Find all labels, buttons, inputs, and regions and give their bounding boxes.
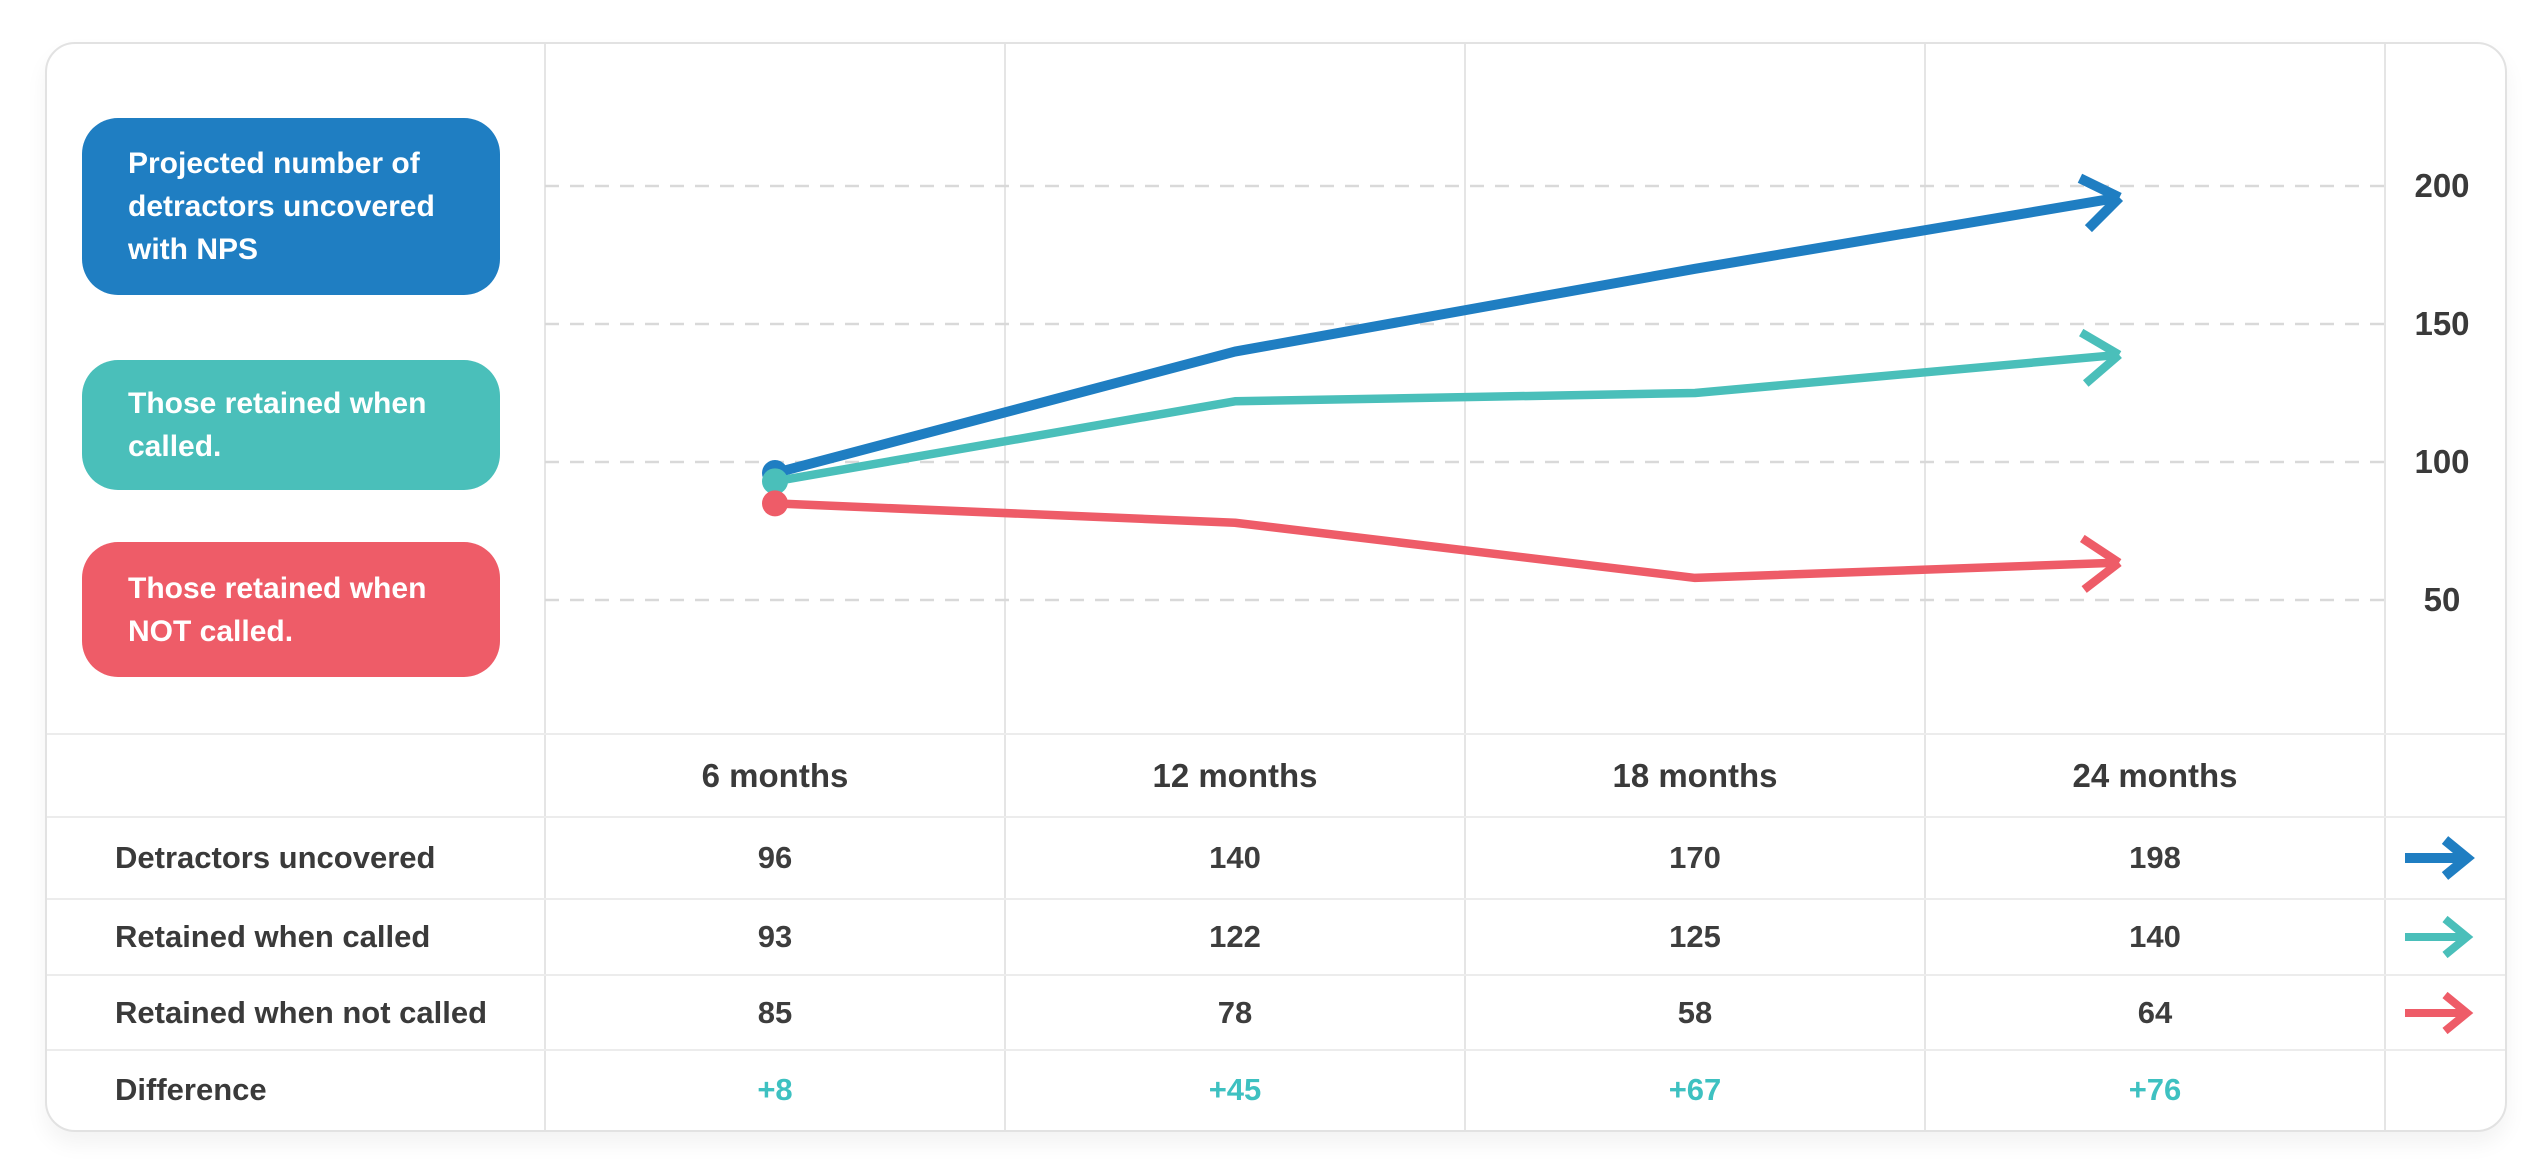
data-table: 6 months 12 months 18 months 24 months D… <box>47 734 2505 1130</box>
legend-box-detractors: Projected number of detractors uncovered… <box>82 118 500 295</box>
chart-series-start-dot <box>762 490 788 517</box>
legend-text-line: Those retained when <box>128 571 427 605</box>
chart-series-arrowhead <box>2077 173 2122 202</box>
row-label-detractors-uncovered: Detractors uncovered <box>115 840 436 875</box>
trend-arrow-cell <box>2385 991 2505 1035</box>
legend-text-line: NOT called. <box>128 614 294 648</box>
chart-series-arrowhead <box>2079 328 2122 359</box>
table-value: 140 <box>1209 840 1261 875</box>
column-header-12-months: 12 months <box>1152 756 1318 794</box>
table-value: 58 <box>1677 994 1713 1030</box>
trend-arrow-cell <box>2385 836 2505 880</box>
table-value: 198 <box>2129 840 2181 875</box>
table-value: 170 <box>1669 840 1721 875</box>
trend-arrow-cell <box>2385 915 2505 959</box>
legend-text-line: Those retained when <box>128 387 427 420</box>
chart-series-arrowhead <box>2084 193 2124 233</box>
teal-right-arrow-icon <box>2405 915 2474 959</box>
chart-series-line-1 <box>773 192 2121 478</box>
table-value: 96 <box>757 840 793 875</box>
legend-text-line: called. <box>128 430 222 463</box>
chart-series-line-3 <box>774 499 2120 583</box>
line-chart <box>47 44 2505 1130</box>
column-header-24-months: 24 months <box>2072 756 2238 794</box>
table-value: 78 <box>1217 994 1253 1030</box>
table-value: 64 <box>2137 994 2173 1030</box>
difference-value: +67 <box>1668 1072 1722 1107</box>
chart-card: Projected number of detractors uncovered… <box>45 42 2507 1132</box>
legend-text-line: detractors uncovered <box>128 190 435 223</box>
difference-value: +8 <box>757 1072 793 1107</box>
chart-series-arrowhead <box>2079 534 2122 567</box>
y-axis-tick-label: 200 <box>2414 167 2470 204</box>
red-right-arrow-icon <box>2405 991 2474 1034</box>
legend-box-retained-called: Those retained when called. <box>82 360 500 490</box>
table-value: 140 <box>2129 919 2181 954</box>
legend-text-line: with NPS <box>128 233 259 266</box>
table-value: 125 <box>1669 919 1721 954</box>
chart-series-start-dot <box>762 468 788 495</box>
chart-series-arrowhead <box>2081 559 2122 593</box>
difference-value: +76 <box>2128 1072 2182 1107</box>
legend-text-line: Projected number of <box>128 147 420 180</box>
table-value: 122 <box>1209 919 1261 954</box>
table-value: 85 <box>757 994 793 1030</box>
y-axis-tick-label: 50 <box>2423 581 2461 618</box>
column-header-6-months: 6 months <box>701 756 849 794</box>
chart-series-line-2 <box>774 350 2120 486</box>
y-axis-tick-label: 100 <box>2414 443 2470 480</box>
chart-series-arrowhead <box>2083 351 2122 387</box>
y-axis-tick-label: 150 <box>2414 305 2470 342</box>
blue-right-arrow-icon <box>2405 836 2475 880</box>
row-label-retained-when-called: Retained when called <box>115 919 431 954</box>
row-label-retained-when-not-called: Retained when not called <box>115 994 488 1030</box>
table-value: 93 <box>757 919 793 954</box>
difference-value: +45 <box>1208 1072 1262 1107</box>
legend-box-retained-not-called: Those retained when NOT called. <box>82 542 500 677</box>
column-header-18-months: 18 months <box>1612 756 1778 794</box>
row-label-difference: Difference <box>115 1072 267 1107</box>
